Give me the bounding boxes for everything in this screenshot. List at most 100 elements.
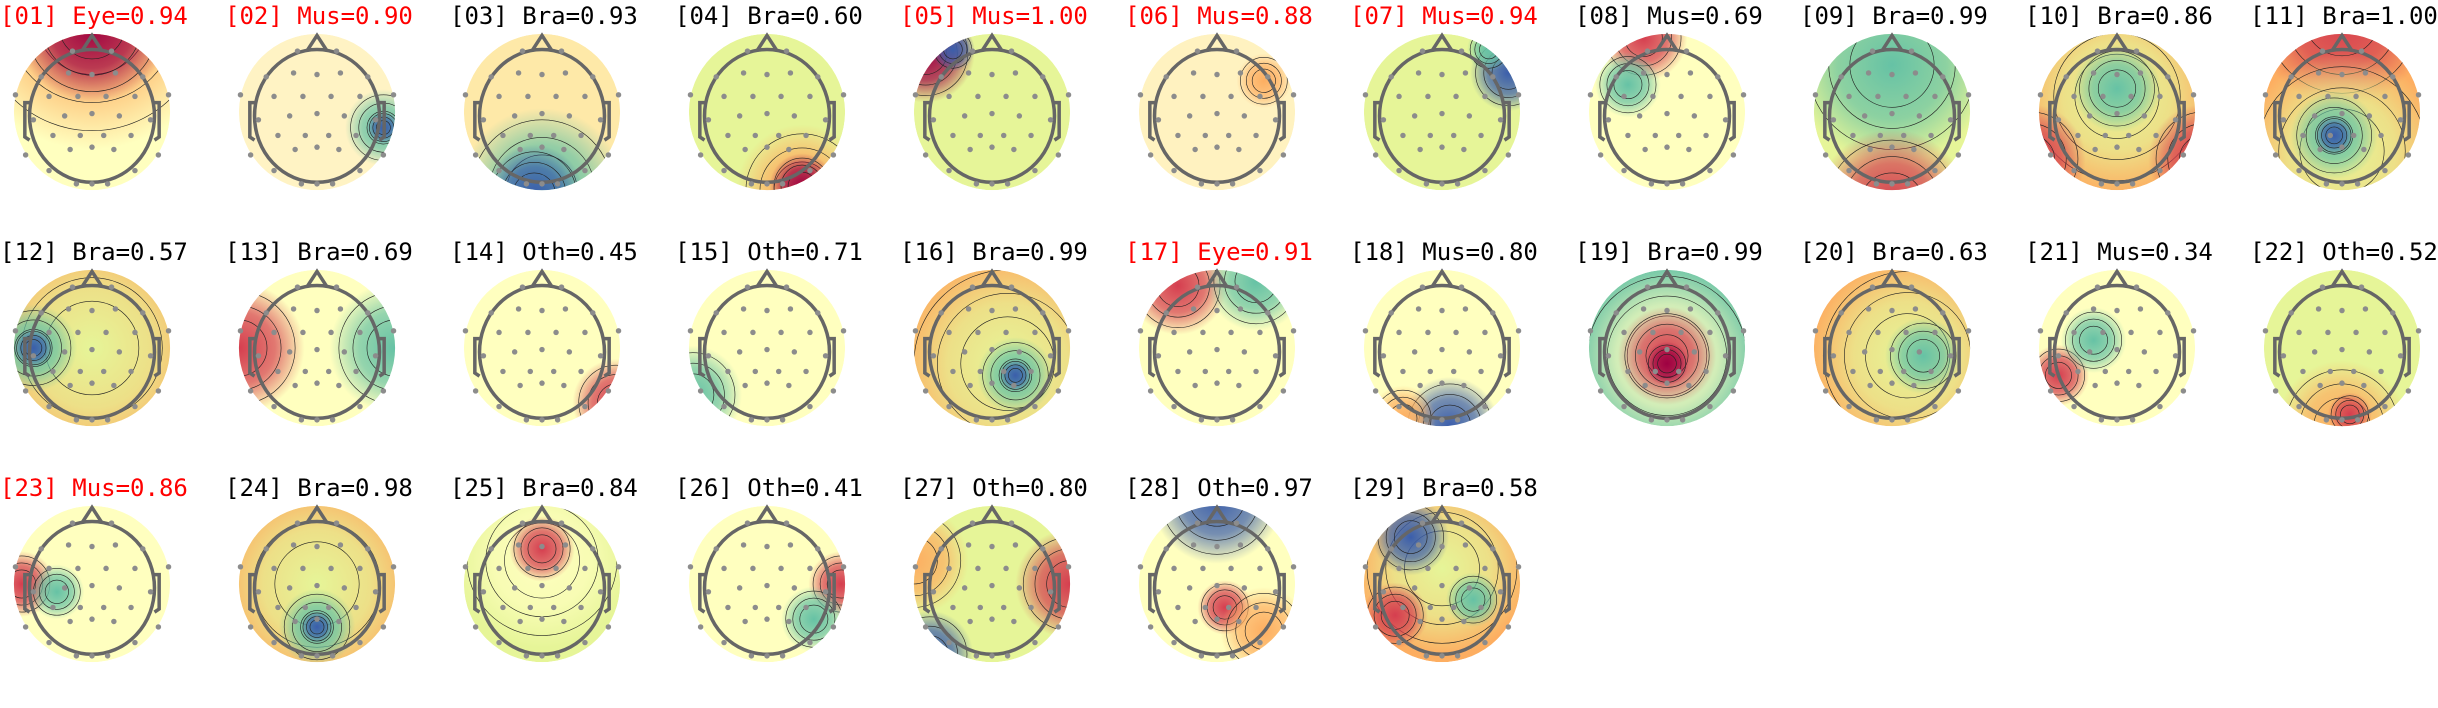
electrode-dot <box>742 146 748 153</box>
left-ear-icon <box>248 336 256 378</box>
electrode-dot <box>1163 310 1169 316</box>
electrode-dot <box>1867 382 1873 389</box>
contour-line <box>1008 367 1023 383</box>
electrode-dot <box>2100 329 2106 336</box>
electrode-dot <box>2153 368 2159 375</box>
contour-line <box>1588 275 1746 427</box>
electrode-dot <box>22 152 29 158</box>
electrode-dot <box>2137 306 2144 312</box>
electrode-dot <box>553 329 559 336</box>
electrode-dot <box>721 403 727 410</box>
topomap-component: [26] Oth=0.41 <box>675 472 900 708</box>
electrode-dot <box>803 132 809 139</box>
electrode-dot <box>582 93 588 100</box>
electrode-dot <box>786 382 792 389</box>
electrode-dot <box>1846 403 1852 410</box>
right-ear-icon <box>1953 100 1961 142</box>
electrode-dot <box>764 110 770 117</box>
electrode-dot <box>73 417 80 423</box>
electrode-dot <box>2133 48 2140 54</box>
topomap <box>462 32 622 191</box>
electrode-dot <box>1004 181 1011 187</box>
electrode-dot <box>582 403 588 410</box>
electrode-dot <box>2157 329 2163 336</box>
electrode-dot <box>615 92 622 98</box>
electrode-dot <box>112 306 119 312</box>
electrode-dot <box>314 71 320 78</box>
electrode-dot <box>1515 92 1522 98</box>
electrode-dot <box>2354 417 2361 423</box>
electrode-dot <box>365 546 371 552</box>
electrode-dot <box>1439 110 1445 117</box>
electrode-dot <box>2165 310 2171 316</box>
electrode-dot <box>830 152 837 158</box>
electrode-dot <box>128 132 134 139</box>
electrode-dot <box>2055 353 2062 359</box>
electrode-dot <box>100 604 107 611</box>
contour-line <box>688 352 736 427</box>
electrode-dot <box>1000 604 1007 611</box>
electrode-dot <box>89 417 95 423</box>
electrode-dot <box>713 310 719 316</box>
electrode-dot <box>2153 132 2159 139</box>
electrode-dot <box>1650 93 1656 100</box>
topomap-component: [10] Bra=0.86 <box>2025 0 2250 236</box>
contour-line <box>1394 520 1428 554</box>
electrode-dot <box>969 48 976 54</box>
electrode-dot <box>1900 368 1907 375</box>
electrode-dot <box>2071 93 2077 100</box>
left-ear-icon <box>1373 336 1381 378</box>
electrode-dot <box>1640 70 1647 76</box>
electrode-dot <box>840 564 847 570</box>
electrode-dot <box>1028 368 1034 375</box>
topomap <box>687 268 847 427</box>
contour-line <box>2179 135 2196 183</box>
electrode-dot <box>496 403 502 410</box>
electrode-dot <box>1028 132 1034 139</box>
electrode-dot <box>2272 152 2279 158</box>
electrode-dot <box>1678 93 1684 100</box>
left-ear-icon <box>1373 100 1381 142</box>
contour-line <box>578 364 621 427</box>
electrode-dot <box>539 110 545 117</box>
electrode-dot <box>1423 653 1430 659</box>
component-title: [24] Bra=0.98 <box>225 474 413 502</box>
electrode-dot <box>271 565 277 572</box>
electrode-dot <box>2339 380 2345 386</box>
left-ear-icon <box>248 100 256 142</box>
electrode-dot <box>1904 417 1911 423</box>
electrode-dot <box>500 132 506 139</box>
electrode-dot <box>1171 167 1177 174</box>
topomap-blob <box>484 144 584 191</box>
topomap-blob <box>463 108 621 191</box>
topomap-component: [21] Mus=0.34 <box>2025 236 2250 472</box>
electrode-dot <box>744 284 751 290</box>
electrode-dot <box>1214 417 1220 423</box>
electrode-dot <box>50 368 56 375</box>
electrode-dot <box>1691 113 1698 119</box>
electrode-dot <box>961 349 968 355</box>
electrode-dot <box>778 93 784 100</box>
electrode-dot <box>1439 543 1445 550</box>
electrode-dot <box>22 624 29 630</box>
electrode-dot <box>365 310 371 316</box>
electrode-dot <box>1423 417 1430 423</box>
electrode-dot <box>1280 624 1287 630</box>
nose-icon <box>1205 32 1229 53</box>
electrode-dot <box>1822 152 1829 158</box>
electrode-dot <box>597 117 604 123</box>
electrode-dot <box>1679 181 1686 187</box>
electrode-dot <box>1004 653 1011 659</box>
contour-line <box>2065 311 2122 369</box>
electrode-dot <box>1642 382 1648 389</box>
electrode-dot <box>550 132 557 139</box>
electrode-dot <box>1190 70 1197 76</box>
electrode-dot <box>1032 639 1038 646</box>
topomap <box>1362 268 1522 427</box>
electrode-dot <box>2055 117 2062 123</box>
contour-line <box>2097 69 2137 108</box>
electrode-dot <box>582 565 588 572</box>
left-ear-icon <box>923 336 931 378</box>
electrode-dot <box>1889 417 1895 423</box>
nose-icon <box>755 268 779 289</box>
